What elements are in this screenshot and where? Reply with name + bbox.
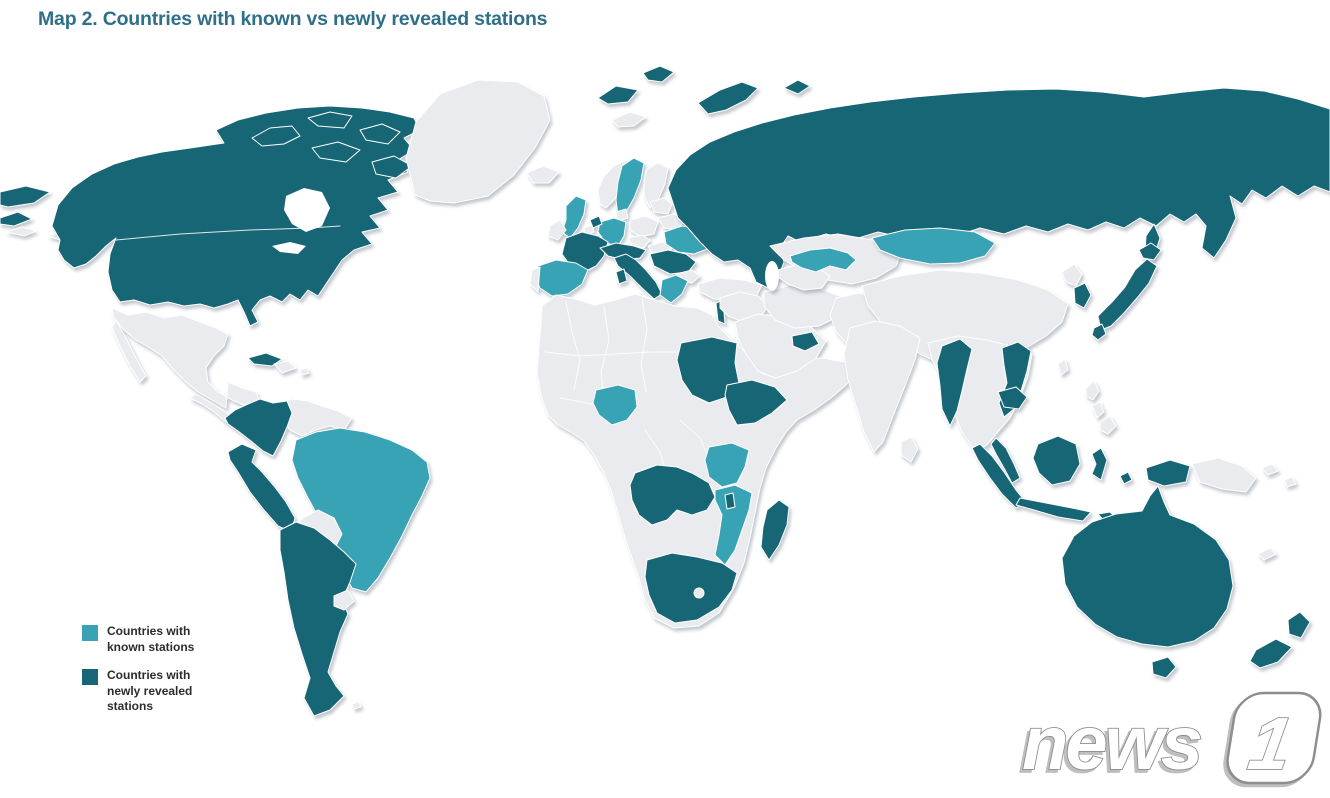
region-poland [629, 215, 659, 238]
region-hispaniola [273, 360, 297, 374]
region-ethiopia [724, 379, 788, 426]
region-madagascar [760, 499, 790, 561]
caspian-sea [765, 261, 779, 291]
region-ecuador-peru [227, 443, 296, 533]
region-greenland [405, 79, 647, 204]
region-australia [1061, 485, 1234, 648]
region-tasmania [1151, 656, 1177, 679]
page-title: Map 2. Countries with known vs newly rev… [38, 8, 548, 30]
region-java [1015, 497, 1092, 522]
us-canada-border [115, 225, 341, 241]
region-lesotho [693, 587, 705, 599]
region-new-zealand-south [1249, 638, 1293, 669]
region-myanmar [936, 338, 973, 427]
region-russia [667, 87, 1330, 289]
region-india [843, 320, 921, 453]
region-central-america [111, 307, 310, 423]
region-ireland [547, 219, 567, 241]
legend-label-revealed: Countries with newly revealed stations [107, 668, 193, 714]
region-uae [791, 331, 820, 352]
legend-label-known: Countries with known stations [107, 624, 195, 654]
region-europe [529, 157, 717, 315]
legend-item-revealed: Countries with newly revealed stations [82, 668, 225, 715]
region-papua-new-guinea [1191, 457, 1257, 493]
region-new-caledonia [1257, 547, 1277, 561]
legend: Countries with known stations Countries … [82, 624, 225, 728]
legend-item-known: Countries with known stations [82, 624, 225, 655]
watermark-news-text: news [1022, 701, 1201, 786]
region-portugal [529, 266, 541, 293]
hudson-bay [284, 188, 330, 232]
region-mozambique [714, 484, 753, 566]
region-tanzania [704, 442, 750, 488]
region-austria [599, 242, 647, 261]
region-angola-zambia [629, 464, 716, 526]
news1-watermark-logo: news 1 [1018, 687, 1326, 796]
region-africa [536, 277, 889, 629]
region-colombia-panama [224, 398, 293, 457]
region-iceland [526, 165, 560, 184]
great-lakes [272, 242, 306, 254]
region-japan [1097, 258, 1158, 331]
region-malaysia [990, 437, 1021, 484]
region-svalbard [611, 111, 647, 128]
region-south-korea [1073, 282, 1092, 309]
region-sri-lanka [900, 436, 919, 463]
region-southeast-asia [927, 335, 1297, 530]
region-west-papua [1145, 459, 1191, 487]
region-south-america [224, 398, 431, 717]
region-sulawesi [1091, 447, 1108, 481]
region-romania-serbia [649, 249, 697, 275]
region-uzbekistan [789, 247, 857, 273]
region-philippines [1085, 380, 1100, 401]
region-north-korea [1061, 263, 1083, 287]
legend-swatch-revealed-icon [82, 669, 98, 686]
region-north-america [51, 105, 421, 327]
region-germany [597, 217, 627, 247]
region-uruguay [333, 589, 355, 611]
region-nigeria [592, 384, 638, 426]
region-sweden [615, 157, 645, 217]
region-arctic-islands [597, 65, 811, 115]
region-cuba [247, 352, 283, 367]
region-united-kingdom [561, 195, 587, 239]
region-greece [659, 274, 689, 304]
region-sumatra [971, 443, 1027, 509]
region-france [561, 231, 609, 273]
region-russia-west-edge [0, 185, 73, 241]
region-malawi [724, 492, 736, 510]
region-canada-usa [51, 105, 421, 327]
region-taiwan [1057, 358, 1069, 376]
region-central-asia [765, 233, 904, 291]
region-mongolia [871, 227, 996, 265]
region-south-africa [644, 552, 738, 624]
watermark-badge [1226, 691, 1322, 785]
region-new-zealand-north [1287, 611, 1311, 639]
legend-swatch-known-icon [82, 625, 98, 641]
region-cambodia [997, 386, 1028, 410]
region-oceania [1061, 485, 1311, 679]
region-spain [533, 259, 589, 297]
region-chile-argentina [279, 521, 357, 717]
region-borneo [1032, 435, 1081, 486]
